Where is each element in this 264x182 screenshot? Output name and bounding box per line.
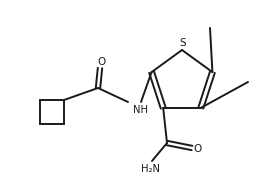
Text: O: O bbox=[97, 57, 105, 67]
Text: H₂N: H₂N bbox=[142, 164, 161, 174]
Text: NH: NH bbox=[133, 105, 148, 115]
Text: O: O bbox=[193, 144, 201, 154]
Text: S: S bbox=[180, 38, 186, 48]
